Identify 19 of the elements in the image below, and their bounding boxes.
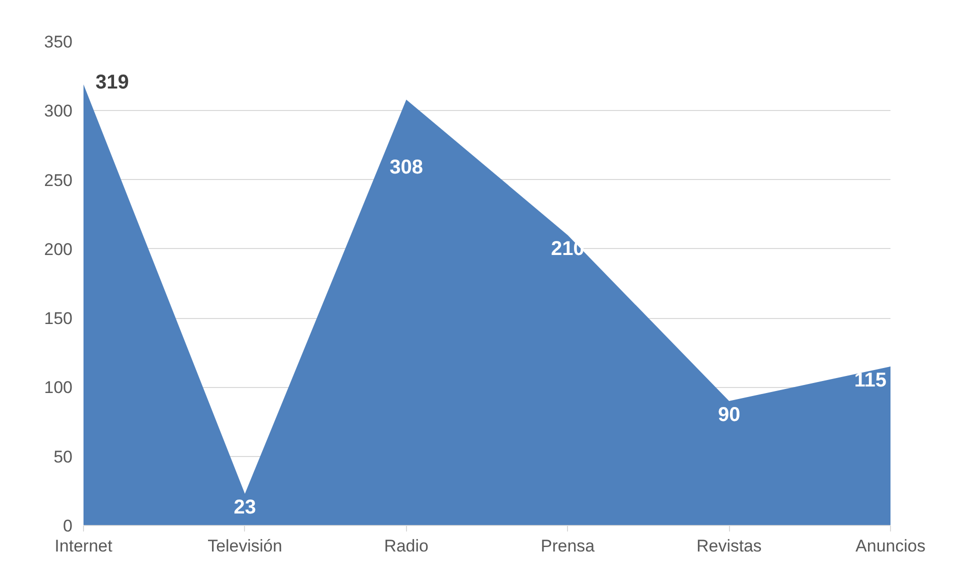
data-label: 90 <box>718 404 740 426</box>
data-label: 23 <box>234 496 256 519</box>
data-label: 308 <box>390 156 423 179</box>
y-tick-label: 200 <box>44 240 73 259</box>
x-tick-label: Radio <box>384 536 429 556</box>
x-tick-label: Internet <box>54 536 113 556</box>
y-tick-label: 0 <box>63 516 73 536</box>
data-label: 319 <box>96 71 129 94</box>
x-tick-label: Televisión <box>208 536 282 556</box>
data-label: 115 <box>854 369 886 392</box>
y-tick-label: 350 <box>44 32 73 52</box>
y-tick-label: 150 <box>44 309 73 328</box>
x-tick-label: Anuncios <box>856 536 926 556</box>
y-tick-label: 300 <box>44 102 73 121</box>
y-tick-label: 100 <box>44 378 73 398</box>
y-tick-label: 50 <box>54 447 73 466</box>
x-tick-label: Prensa <box>540 536 596 556</box>
x-tick-label: Revistas <box>696 536 762 556</box>
y-tick-label: 250 <box>44 170 73 190</box>
